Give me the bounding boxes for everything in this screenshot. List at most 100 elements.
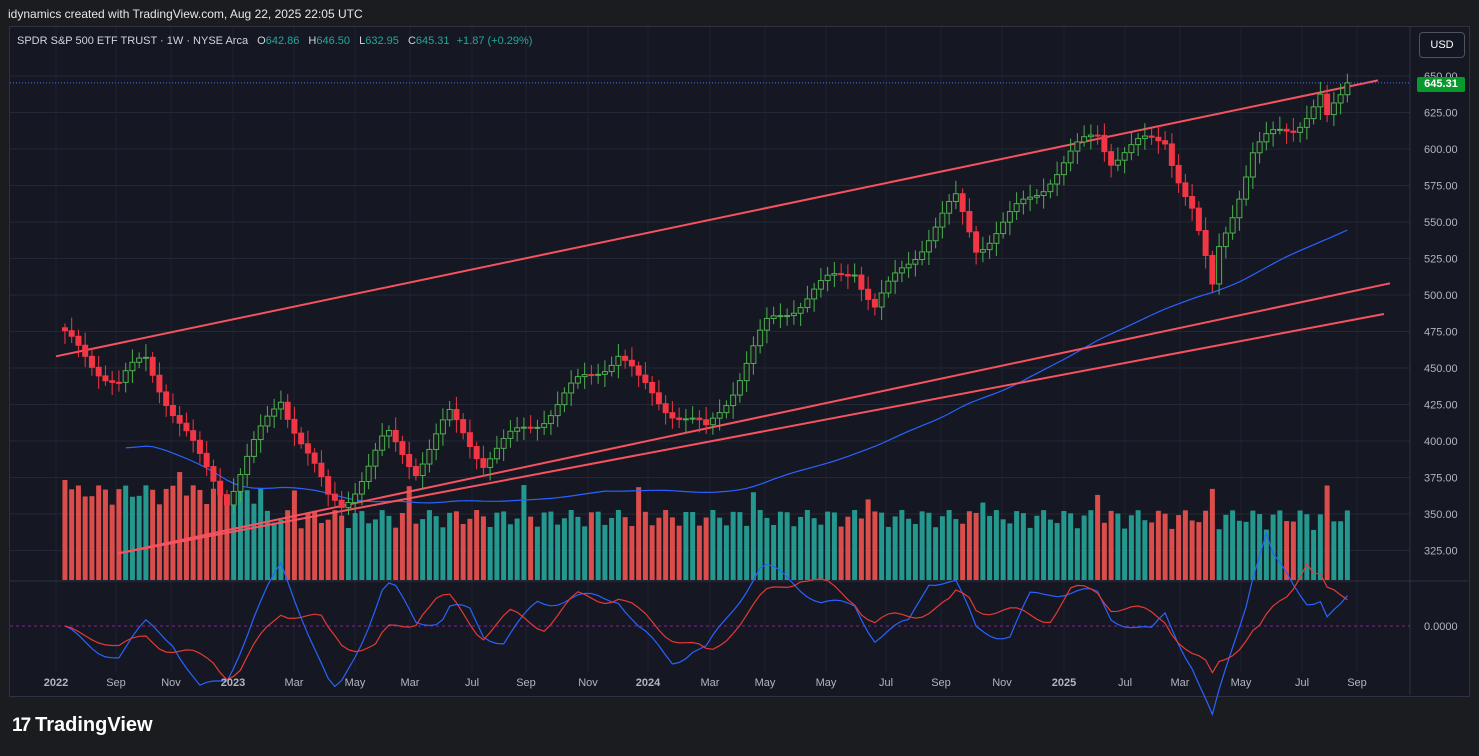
y-axis-tick: 475.00 bbox=[1424, 327, 1458, 339]
candle-body bbox=[757, 329, 764, 347]
candle-body bbox=[507, 430, 514, 439]
lower-channel-line bbox=[117, 282, 1391, 555]
candle-body bbox=[217, 480, 224, 496]
upper-channel-line bbox=[55, 79, 1379, 358]
volume-bar bbox=[501, 511, 507, 580]
candle-body bbox=[608, 364, 615, 373]
candle-body bbox=[142, 356, 149, 359]
candle-body bbox=[1182, 182, 1189, 198]
chart-credit: idynamics created with TradingView.com, … bbox=[8, 7, 363, 21]
y-axis-tick: 325.00 bbox=[1424, 546, 1458, 558]
candle-body bbox=[1087, 134, 1094, 138]
volume-bar bbox=[798, 516, 804, 580]
volume-bar bbox=[541, 512, 547, 580]
volume-bar bbox=[980, 502, 986, 580]
volume-bar bbox=[1297, 510, 1303, 580]
volume-bar bbox=[413, 523, 419, 580]
volume-bar bbox=[1155, 510, 1161, 580]
volume-bar bbox=[1007, 523, 1013, 580]
candle-body bbox=[1276, 128, 1283, 131]
volume-bar bbox=[926, 512, 932, 580]
volume-bar bbox=[305, 513, 311, 580]
candle-body bbox=[534, 426, 541, 429]
candle-body bbox=[399, 441, 406, 456]
candle-body bbox=[365, 465, 372, 483]
volume-bar bbox=[1169, 528, 1175, 580]
volume-bar bbox=[1074, 528, 1080, 580]
volume-bar bbox=[150, 489, 156, 580]
candle-body bbox=[527, 426, 534, 429]
volume-bar bbox=[1095, 494, 1101, 580]
candle-body bbox=[743, 362, 750, 382]
volume-bar bbox=[1068, 513, 1074, 580]
candle-body bbox=[993, 233, 1000, 244]
candle-body bbox=[568, 382, 575, 394]
y-axis-tick: 550.00 bbox=[1424, 217, 1458, 229]
volume-bar bbox=[993, 510, 999, 580]
candle-body bbox=[331, 493, 338, 501]
candle-body bbox=[1175, 164, 1182, 184]
candle-body bbox=[298, 432, 305, 445]
y-axis-tick: 350.00 bbox=[1424, 509, 1458, 521]
candle-body bbox=[1324, 93, 1331, 116]
x-axis-tick: Jul bbox=[1118, 677, 1132, 689]
candle-body bbox=[628, 359, 635, 367]
volume-bar bbox=[345, 527, 351, 580]
low-value: 632.95 bbox=[365, 35, 399, 47]
candle-body bbox=[892, 272, 899, 282]
x-axis-tick: 2022 bbox=[44, 677, 68, 689]
x-axis-tick: Sep bbox=[1347, 677, 1367, 689]
volume-bar bbox=[703, 517, 709, 580]
candle-body bbox=[682, 418, 689, 421]
candle-body bbox=[372, 449, 379, 467]
candle-body bbox=[1148, 135, 1155, 138]
symbol-legend: SPDR S&P 500 ETF TRUST · 1W · NYSE Arca … bbox=[17, 35, 532, 47]
candle-body bbox=[554, 404, 561, 417]
volume-bar bbox=[447, 512, 453, 580]
candle-body bbox=[973, 231, 980, 253]
candle-body bbox=[1249, 152, 1256, 178]
volume-bar bbox=[676, 525, 682, 580]
volume-bar bbox=[1263, 529, 1269, 580]
candle-body bbox=[88, 355, 95, 368]
volume-bar bbox=[372, 519, 378, 580]
candle-body bbox=[655, 392, 662, 405]
x-axis-tick: May bbox=[1231, 677, 1252, 689]
candle-body bbox=[905, 263, 912, 269]
candle-body bbox=[635, 365, 642, 376]
candle-body bbox=[824, 274, 831, 282]
candle-body bbox=[291, 418, 298, 434]
candle-body bbox=[878, 292, 885, 308]
volume-bar bbox=[312, 510, 318, 580]
volume-bar bbox=[190, 485, 196, 580]
candle-body bbox=[61, 327, 68, 332]
candle-body bbox=[1081, 136, 1088, 143]
candle-body bbox=[649, 381, 656, 394]
candle-body bbox=[1202, 229, 1209, 256]
volume-bar bbox=[278, 519, 284, 580]
candle-body bbox=[851, 274, 858, 277]
chart-panel[interactable] bbox=[9, 26, 1470, 697]
volume-bar bbox=[838, 526, 844, 580]
volume-bar bbox=[825, 511, 831, 580]
volume-bar bbox=[1250, 510, 1256, 580]
candle-body bbox=[190, 430, 197, 441]
currency-button[interactable]: USD bbox=[1419, 32, 1465, 58]
x-axis-tick: Jul bbox=[1295, 677, 1309, 689]
candle-body bbox=[257, 425, 264, 441]
signal-line bbox=[64, 562, 1348, 681]
volume-bar bbox=[966, 511, 972, 580]
volume-bar bbox=[386, 515, 392, 580]
candle-body bbox=[480, 458, 487, 468]
volume-bar bbox=[710, 510, 716, 580]
volume-bar bbox=[1270, 514, 1276, 580]
volume-bar bbox=[804, 510, 810, 580]
volume-bar bbox=[1209, 488, 1215, 580]
candle-body bbox=[595, 373, 602, 376]
volume-bar bbox=[332, 510, 338, 580]
volume-bar bbox=[231, 495, 237, 580]
candle-body bbox=[385, 429, 392, 437]
tradingview-logo[interactable]: 17 TradingView bbox=[12, 714, 153, 737]
volume-bar bbox=[1115, 513, 1121, 580]
